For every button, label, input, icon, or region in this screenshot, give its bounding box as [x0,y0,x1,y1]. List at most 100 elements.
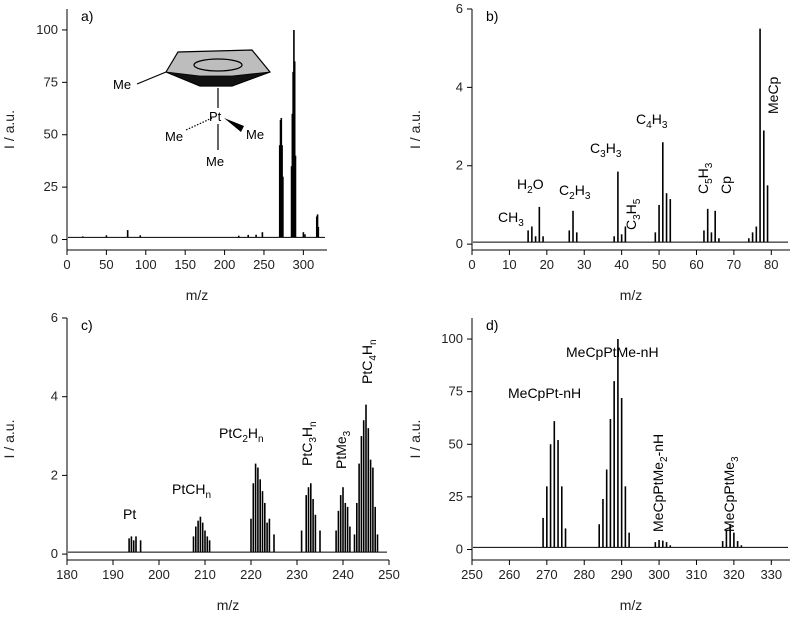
x-tick-label: 290 [611,567,633,582]
peak-annotation: MeCpPtMe3 [721,456,741,532]
peak-annotation-tail: O [533,176,544,192]
peak-annotation-base: C [590,140,600,156]
peak-annotation-tail: H [606,140,616,156]
x-tick-label: 50 [99,257,113,272]
pt-me-wedge-bond [224,118,244,132]
peak-annotation-base: C [623,220,639,230]
peak-annotation: PtMe3 [333,430,353,469]
y-tick-label: 100 [441,331,463,346]
molecule-atom-label: Pt [209,109,222,124]
x-tick-label: 260 [499,567,521,582]
panel-letter: b) [486,8,498,24]
x-tick-label: 210 [194,567,216,582]
peak-annotation: MeCpPtMe-nH [566,344,659,360]
x-tick-label: 330 [760,567,782,582]
peak-annotation: PtCHn [172,481,211,501]
x-tick-label: 50 [652,257,666,272]
y-tick-label: 0 [456,541,463,556]
x-tick-label: 310 [686,567,708,582]
x-axis-title: m/z [620,287,643,303]
peak-annotation-tail: H [575,182,585,198]
y-axis-title: I / a.u. [407,420,423,459]
peak-annotation-sub: n [205,490,211,501]
peak-annotation-sub: 3 [730,456,741,462]
y-tick-label: 2 [51,467,58,482]
x-tick-label: 150 [174,257,196,272]
peak-annotation: PtC3Hn [299,421,319,466]
x-tick-label: 300 [648,567,670,582]
peak-annotation-tail: H [695,168,711,178]
molecule-atom-label: Me [165,129,183,144]
peak-annotation-sub: 4 [368,355,379,361]
cp-ring-edge [165,71,271,87]
molecule-atom-label: Me [246,127,264,142]
peak-annotation: C4H3 [636,111,668,131]
peak-annotation-sub: 2 [569,191,575,202]
y-tick-label: 4 [51,389,58,404]
peak-annotation-sub2: 3 [585,191,591,202]
x-tick-label: 320 [723,567,745,582]
peak-annotation-base: PtMe [333,436,349,469]
molecule-atom-label: Me [113,77,131,92]
panel-letter: a) [81,8,93,24]
x-tick-label: 60 [689,257,703,272]
peak-annotation-sub2: 3 [662,120,668,131]
x-tick-label: 300 [293,257,315,272]
peak-annotation-sub: 3 [308,437,319,443]
peak-annotation-sub: 3 [600,149,606,160]
peak-annotation-base: Pt [123,506,136,522]
peak-annotation-base: MeCp [765,76,781,114]
peak-annotation-tail: -nH [650,434,666,457]
x-tick-label: 80 [764,257,778,272]
molecule-structure: Me Pt Me Me Me [113,49,271,169]
y-tick-label: 6 [51,310,58,325]
chart-panel-3: 180 190 200 210 220 230 240 250 0 2 4 6 m/z I / a.u. c… [1,310,400,613]
peak-annotation: MeCpPt-nH [508,385,581,401]
y-tick-label: 4 [456,79,463,94]
x-tick-label: 0 [63,257,70,272]
cp-aromatic-ring [193,58,243,72]
peak-annotation-tail: H [652,111,662,127]
x-tick-label: 280 [573,567,595,582]
x-tick-label: 250 [378,567,400,582]
y-axis-title: I / a.u. [1,420,17,459]
peak-annotation: Cp [718,176,734,194]
y-tick-label: 6 [456,1,463,16]
peak-annotation-tail: H [359,345,375,355]
y-tick-label: 75 [449,384,463,399]
x-tick-label: 40 [614,257,628,272]
peak-annotation-base: H [517,176,527,192]
y-tick-label: 25 [449,489,463,504]
x-tick-label: 200 [214,257,236,272]
peak-annotation-tail: H [299,427,315,437]
peak-annotation-sub2: n [368,339,379,345]
peak-annotation-base: MeCpPt-nH [508,385,581,401]
peak-annotation: PtC2Hn [219,425,264,445]
x-tick-label: 180 [56,567,78,582]
x-tick-label: 200 [148,567,170,582]
x-tick-label: 30 [577,257,591,272]
y-tick-label: 100 [36,22,58,37]
x-tick-label: 100 [135,257,157,272]
peak-annotation-sub: 3 [632,214,643,220]
peak-annotation-base: Cp [718,176,734,194]
peak-annotation-base: PtC [219,425,242,441]
peak-annotation: H2O [517,176,544,196]
me-bond [136,71,167,85]
y-axis-title: I / a.u. [407,110,423,149]
peak-annotation-sub: 2 [659,456,670,462]
x-tick-label: 250 [253,257,275,272]
y-tick-label: 50 [449,436,463,451]
peak-annotation: CH3 [498,209,524,229]
peak-annotation-sub: 3 [342,430,353,436]
peak-annotation-base: CH [498,209,518,225]
x-tick-label: 230 [286,567,308,582]
x-axis-title: m/z [620,597,643,613]
peak-annotation-sub: 5 [704,178,715,184]
peak-annotation: MeCpPtMe2-nH [650,434,670,532]
x-tick-label: 10 [502,257,516,272]
x-axis-title: m/z [186,287,209,303]
y-tick-label: 2 [456,158,463,173]
